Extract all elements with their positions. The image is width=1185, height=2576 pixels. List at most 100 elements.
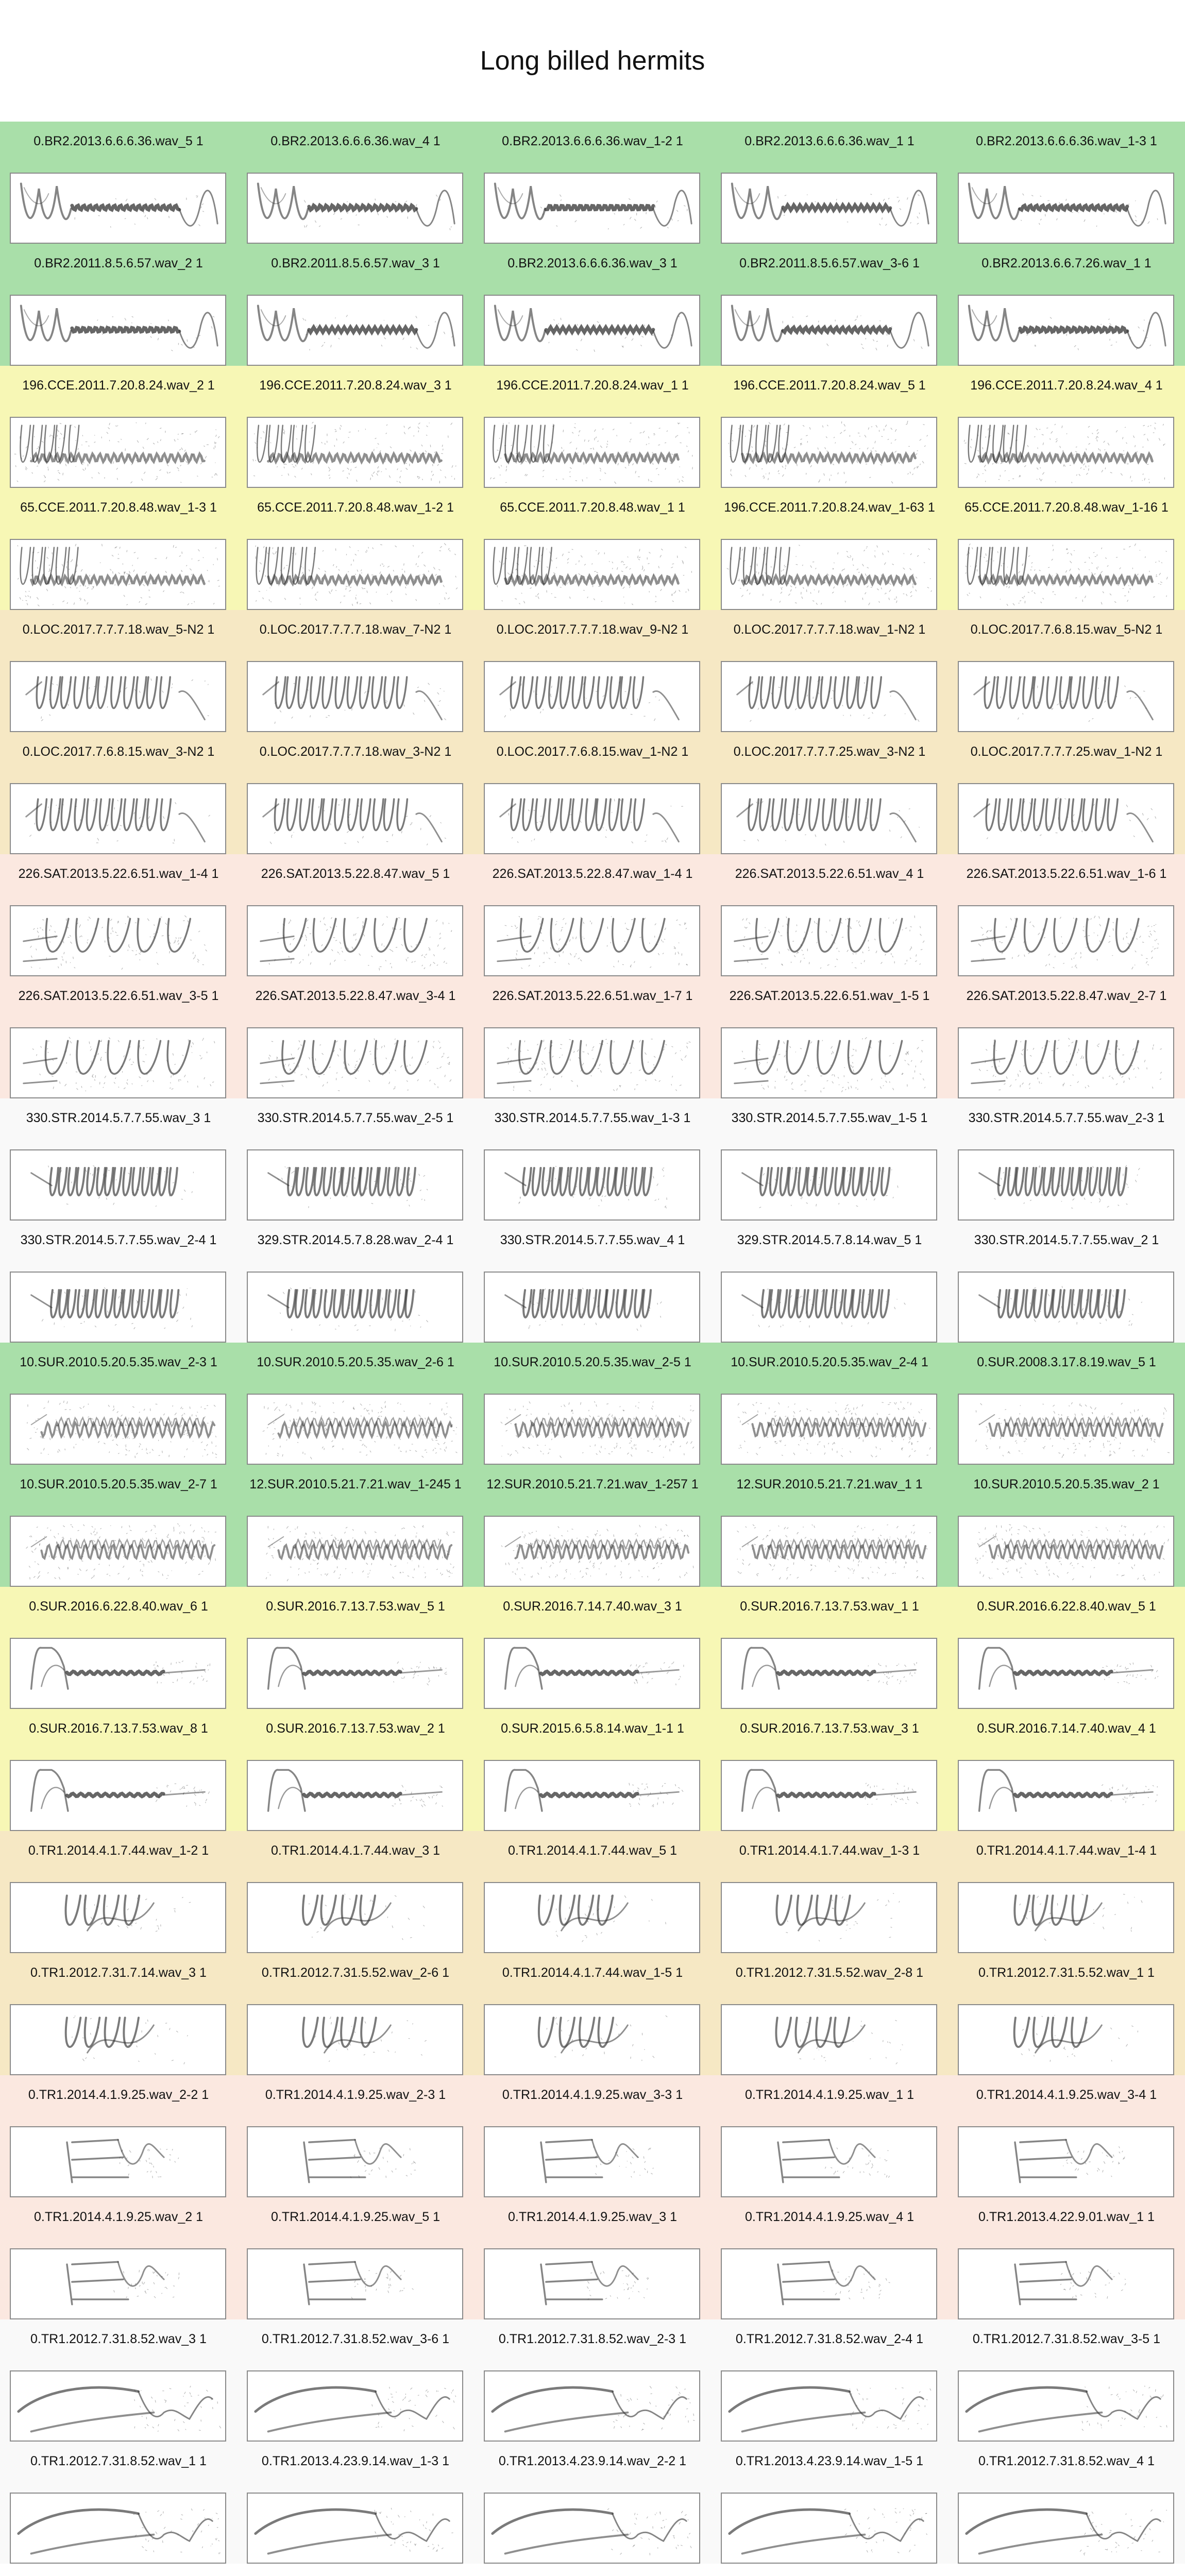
spectrogram-trace bbox=[493, 545, 692, 605]
recording-label: 0.BR2.2011.8.5.6.57.wav_2 1 bbox=[34, 256, 203, 270]
spectrogram-cell: 0.BR2.2013.6.6.6.36.wav_1-3 1 bbox=[948, 122, 1185, 244]
recording-label: 0.TR1.2014.4.1.7.44.wav_1-5 1 bbox=[502, 1965, 683, 1980]
spectrogram-image bbox=[958, 2370, 1174, 2442]
spectrogram-image bbox=[484, 1027, 700, 1098]
spectrogram-cell: 0.LOC.2017.7.6.8.15.wav_1-N2 1 bbox=[474, 732, 711, 854]
recording-label: 0.TR1.2014.4.1.9.25.wav_2-3 1 bbox=[265, 2088, 446, 2102]
spectrogram-cell: 0.TR1.2014.4.1.7.44.wav_1-2 1 bbox=[0, 1831, 237, 1953]
spectrogram-cell: 0.LOC.2017.7.7.7.25.wav_1-N2 1 bbox=[948, 732, 1185, 854]
recording-label: 0.TR1.2012.7.31.5.52.wav_2-6 1 bbox=[261, 1965, 450, 1980]
recording-label: 196.CCE.2011.7.20.8.24.wav_4 1 bbox=[970, 378, 1163, 393]
recording-label: 196.CCE.2011.7.20.8.24.wav_1 1 bbox=[496, 378, 689, 393]
recording-label: 0.TR1.2014.4.1.7.44.wav_3 1 bbox=[270, 1843, 440, 1858]
recording-label: 0.BR2.2013.6.6.6.36.wav_1-3 1 bbox=[976, 134, 1157, 148]
spectrogram-trace bbox=[490, 422, 693, 484]
spectrogram-image bbox=[484, 2004, 700, 2075]
spectrogram-image bbox=[10, 1272, 226, 1343]
spectrogram-image bbox=[484, 1760, 700, 1831]
spectrogram-trace bbox=[777, 2139, 890, 2183]
spectrogram-trace bbox=[728, 2508, 927, 2555]
spectrogram-cell: 0.TR1.2014.4.1.9.25.wav_1 1 bbox=[711, 2075, 948, 2197]
spectrogram-cell: 0.TR1.2014.4.1.9.25.wav_4 1 bbox=[711, 2197, 948, 2319]
spectrogram-image bbox=[10, 1516, 226, 1587]
bird-group: 330.STR.2014.5.7.7.55.wav_3 1 330.STR.201… bbox=[0, 1098, 1185, 1343]
spectrogram-image bbox=[247, 1027, 463, 1098]
spectrogram-image bbox=[10, 539, 226, 610]
spectrogram-trace bbox=[736, 798, 920, 846]
thumbnail-row: 196.CCE.2011.7.20.8.24.wav_2 1 196.CCE.20… bbox=[0, 366, 1185, 488]
spectrogram-image bbox=[247, 661, 463, 732]
thumbnail-row: 0.TR1.2014.4.1.9.25.wav_2 1 0.TR1.2014.4.… bbox=[0, 2197, 1185, 2319]
spectrogram-cell: 0.TR1.2013.4.22.9.01.wav_1 1 bbox=[948, 2197, 1185, 2319]
spectrogram-trace bbox=[491, 2386, 695, 2433]
spectrogram-trace bbox=[23, 1037, 215, 1092]
spectrogram-image bbox=[10, 661, 226, 732]
spectrogram-image bbox=[721, 173, 937, 244]
recording-label: 10.SUR.2010.5.20.5.35.wav_2-4 1 bbox=[731, 1355, 928, 1369]
recording-label: 0.LOC.2017.7.7.7.18.wav_7-N2 1 bbox=[259, 622, 452, 637]
spectrogram-trace bbox=[30, 1165, 194, 1207]
recording-label: 0.LOC.2017.7.7.7.18.wav_5-N2 1 bbox=[22, 622, 215, 637]
spectrogram-image bbox=[247, 1516, 463, 1587]
spectrogram-image bbox=[958, 1638, 1174, 1709]
spectrogram-cell: 330.STR.2014.5.7.7.55.wav_2-4 1 bbox=[0, 1221, 237, 1343]
spectrogram-cell: 10.SUR.2010.5.20.5.35.wav_2-3 1 bbox=[0, 1343, 237, 1465]
recording-label: 226.SAT.2013.5.22.6.51.wav_4 1 bbox=[735, 867, 924, 881]
spectrogram-image bbox=[721, 539, 937, 610]
spectrogram-image bbox=[958, 539, 1174, 610]
spectrogram-trace bbox=[255, 543, 458, 606]
spectrogram-trace bbox=[17, 2385, 222, 2433]
spectrogram-cell: 0.TR1.2014.4.1.9.25.wav_2-2 1 bbox=[0, 2075, 237, 2197]
spectrogram-cell: 65.CCE.2011.7.20.8.48.wav_1-3 1 bbox=[0, 488, 237, 610]
spectrogram-cell: 0.TR1.2012.7.31.8.52.wav_2-4 1 bbox=[711, 2319, 948, 2442]
spectrogram-trace bbox=[267, 1647, 447, 1690]
spectrogram-image bbox=[484, 417, 700, 488]
spectrogram-cell: 65.CCE.2011.7.20.8.48.wav_1-16 1 bbox=[948, 488, 1185, 610]
spectrogram-image bbox=[958, 295, 1174, 366]
thumbnail-row: 0.TR1.2014.4.1.7.44.wav_1-2 1 0.TR1.2014.… bbox=[0, 1831, 1185, 1953]
spectrogram-cell: 0.TR1.2013.4.23.9.14.wav_1-3 1 bbox=[237, 2442, 474, 2564]
spectrogram-trace bbox=[963, 422, 1165, 484]
spectrogram-trace bbox=[965, 2385, 1167, 2433]
spectrogram-image bbox=[247, 1394, 463, 1465]
spectrogram-cell: 0.BR2.2011.8.5.6.57.wav_2 1 bbox=[0, 244, 237, 366]
spectrogram-cell: 0.LOC.2017.7.7.7.18.wav_9-N2 1 bbox=[474, 610, 711, 732]
spectrogram-image bbox=[958, 1394, 1174, 1465]
thumbnail-row: 0.SUR.2016.6.22.8.40.wav_6 1 0.SUR.2016.7… bbox=[0, 1587, 1185, 1709]
recording-label: 0.SUR.2016.7.14.7.40.wav_4 1 bbox=[977, 1721, 1156, 1736]
recording-label: 10.SUR.2010.5.20.5.35.wav_2-7 1 bbox=[20, 1477, 217, 1492]
recording-label: 330.STR.2014.5.7.7.55.wav_3 1 bbox=[26, 1111, 211, 1125]
spectrogram-trace bbox=[741, 1769, 919, 1812]
spectrogram-trace bbox=[978, 1165, 1140, 1209]
recording-label: 0.TR1.2012.7.31.8.52.wav_2-3 1 bbox=[498, 2332, 687, 2346]
spectrogram-image bbox=[721, 2004, 937, 2075]
recording-label: 0.TR1.2014.4.1.7.44.wav_5 1 bbox=[507, 1843, 677, 1858]
spectrogram-cell: 226.SAT.2013.5.22.6.51.wav_1-7 1 bbox=[474, 976, 711, 1098]
spectrogram-image bbox=[10, 2493, 226, 2564]
spectrogram-cell: 0.LOC.2017.7.7.7.25.wav_3-N2 1 bbox=[711, 732, 948, 854]
spectrogram-image bbox=[484, 2370, 700, 2442]
bird-group: 226.SAT.2013.5.22.6.51.wav_1-4 1 226.SAT.… bbox=[0, 854, 1185, 1098]
spectrogram-trace bbox=[20, 182, 218, 228]
spectrogram-image bbox=[484, 1394, 700, 1465]
thumbnail-row: 226.SAT.2013.5.22.6.51.wav_3-5 1 226.SAT.… bbox=[0, 976, 1185, 1098]
spectrogram-trace bbox=[302, 2016, 427, 2062]
recording-label: 0.TR1.2014.4.1.9.25.wav_2 1 bbox=[33, 2210, 203, 2224]
recording-label: 0.BR2.2013.6.6.6.36.wav_1-2 1 bbox=[502, 134, 683, 148]
bird-group: 0.TR1.2014.4.1.7.44.wav_1-2 1 0.TR1.2014.… bbox=[0, 1831, 1185, 2075]
spectrogram-image bbox=[721, 1149, 937, 1221]
spectrogram-trace bbox=[30, 1287, 193, 1329]
recording-label: 0.BR2.2013.6.6.6.36.wav_5 1 bbox=[33, 134, 204, 148]
recording-label: 330.STR.2014.5.7.7.55.wav_1-5 1 bbox=[731, 1111, 928, 1125]
spectrogram-trace bbox=[303, 2261, 414, 2306]
recording-label: 226.SAT.2013.5.22.6.51.wav_1-7 1 bbox=[492, 989, 693, 1003]
spectrogram-image bbox=[958, 905, 1174, 976]
recording-label: 0.TR1.2012.7.31.5.52.wav_1 1 bbox=[978, 1965, 1155, 1980]
recording-label: 0.TR1.2014.4.1.7.44.wav_1-2 1 bbox=[28, 1843, 209, 1858]
recording-label: 196.CCE.2011.7.20.8.24.wav_3 1 bbox=[259, 378, 452, 393]
recording-label: 0.SUR.2016.6.22.8.40.wav_6 1 bbox=[29, 1599, 208, 1614]
recording-label: 65.CCE.2011.7.20.8.48.wav_1 1 bbox=[500, 500, 685, 515]
spectrogram-cell: 0.SUR.2016.6.22.8.40.wav_6 1 bbox=[0, 1587, 237, 1709]
spectrogram-trace bbox=[504, 1769, 684, 1812]
spectrogram-cell: 0.TR1.2012.7.31.8.52.wav_3-5 1 bbox=[948, 2319, 1185, 2442]
